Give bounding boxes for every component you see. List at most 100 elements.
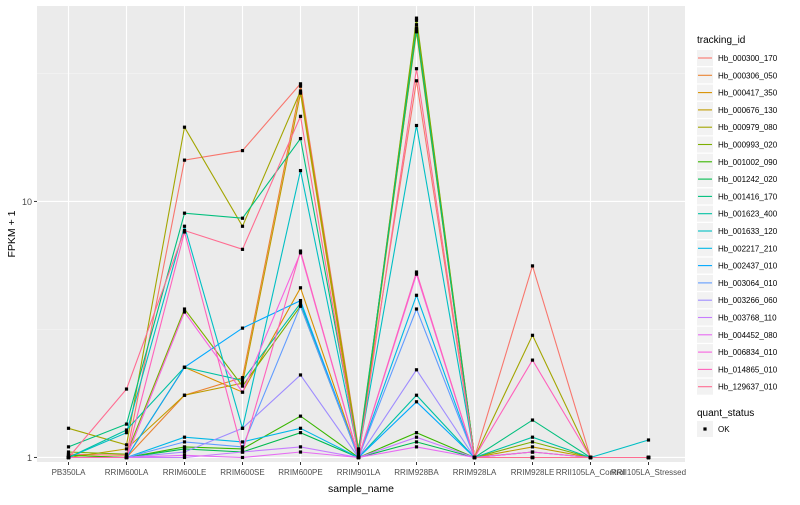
data-point [356, 455, 361, 460]
legend-item-label: Hb_001242_020 [718, 175, 778, 184]
legend-item-label: Hb_000306_050 [718, 71, 778, 80]
legend-item-label: Hb_004452_080 [718, 331, 778, 340]
legend-item-label: Hb_003768_110 [718, 314, 777, 323]
plot-panel [37, 6, 685, 462]
data-point [298, 414, 303, 418]
shape-legend-key-marker [703, 427, 707, 431]
data-point [240, 224, 245, 228]
data-point [414, 400, 419, 404]
data-point [356, 452, 361, 456]
data-point [414, 307, 419, 311]
legend-item-label: Hb_000993_020 [718, 141, 778, 150]
data-point [124, 422, 129, 426]
data-point [240, 216, 245, 220]
data-point [182, 310, 187, 314]
data-point [66, 453, 71, 457]
data-point [182, 453, 187, 457]
x-tick-label: PB350LA [52, 468, 86, 477]
data-point [298, 168, 303, 173]
legend-item-label: Hb_000979_080 [718, 123, 778, 132]
data-point [356, 448, 361, 452]
y-tick-label: 10 [22, 197, 32, 207]
data-point [182, 224, 187, 228]
data-point [530, 264, 535, 268]
legend-item-label: Hb_003064_010 [718, 279, 778, 288]
data-point [240, 455, 245, 460]
data-point [182, 440, 187, 444]
data-point [414, 270, 419, 274]
data-point [240, 450, 245, 454]
data-point [414, 440, 419, 444]
y-tick-label: 1 [27, 453, 32, 463]
data-point [298, 251, 303, 255]
legend-item-label: Hb_001633_120 [718, 227, 778, 236]
legend-item-label: Hb_014865_010 [718, 365, 778, 374]
legend-item-label: Hb_006834_010 [718, 348, 778, 357]
data-point [240, 247, 245, 251]
data-point [66, 445, 71, 449]
data-point [298, 286, 303, 290]
data-point [182, 125, 187, 129]
data-point [182, 447, 187, 451]
legend-item-label: Hb_002217_210 [718, 244, 778, 253]
x-tick-label: RRIM928LA [453, 468, 497, 477]
data-point [298, 84, 303, 88]
data-point [298, 431, 303, 435]
shape-legend-label: OK [718, 425, 730, 434]
data-point [298, 298, 303, 303]
data-point [414, 123, 419, 128]
data-point [414, 272, 419, 276]
data-point [124, 447, 129, 451]
legend-item-label: Hb_000417_350 [718, 89, 778, 98]
data-point [414, 368, 419, 372]
data-point [240, 376, 245, 380]
data-point [414, 18, 419, 22]
data-point [182, 455, 187, 460]
data-point [240, 326, 245, 330]
data-point [66, 450, 71, 454]
data-point [414, 30, 419, 34]
data-point [298, 301, 303, 305]
data-point [298, 373, 303, 377]
data-point [414, 435, 419, 439]
data-point [298, 114, 303, 118]
legend-item-label: Hb_001623_400 [718, 210, 778, 219]
data-point [298, 82, 303, 86]
data-point [240, 445, 245, 449]
data-point [414, 16, 419, 20]
x-tick-label: RRIM600LA [105, 468, 149, 477]
data-point [240, 440, 245, 444]
data-point [240, 447, 245, 451]
x-tick-label: RRIM600SE [220, 468, 264, 477]
data-point [124, 443, 129, 447]
data-point [240, 390, 245, 394]
data-point [414, 293, 419, 297]
legend-item-label: Hb_001416_170 [718, 192, 778, 201]
data-point [182, 158, 187, 162]
legend-item-label: Hb_000300_170 [718, 54, 778, 63]
x-axis-title: sample_name [328, 483, 394, 495]
data-point [414, 67, 419, 71]
data-point [530, 333, 535, 337]
data-point [182, 445, 187, 449]
x-tick-label: RRIM600LE [163, 468, 207, 477]
data-point [182, 365, 187, 369]
data-point [182, 435, 187, 439]
data-point [240, 378, 245, 382]
data-point [530, 445, 535, 449]
data-point [240, 426, 245, 430]
data-point [414, 445, 419, 449]
data-point [298, 450, 303, 454]
data-point [298, 304, 303, 308]
data-point [240, 381, 245, 385]
data-point [472, 455, 477, 460]
data-point [182, 211, 187, 215]
data-point [530, 440, 535, 444]
x-tick-label: RRII105LA_Stressed [611, 468, 686, 477]
x-tick-label: RRIM928LE [511, 468, 555, 477]
x-tick-label: RRIM901LA [337, 468, 381, 477]
x-tick-label: RRIM928BA [394, 468, 439, 477]
data-point [298, 426, 303, 430]
